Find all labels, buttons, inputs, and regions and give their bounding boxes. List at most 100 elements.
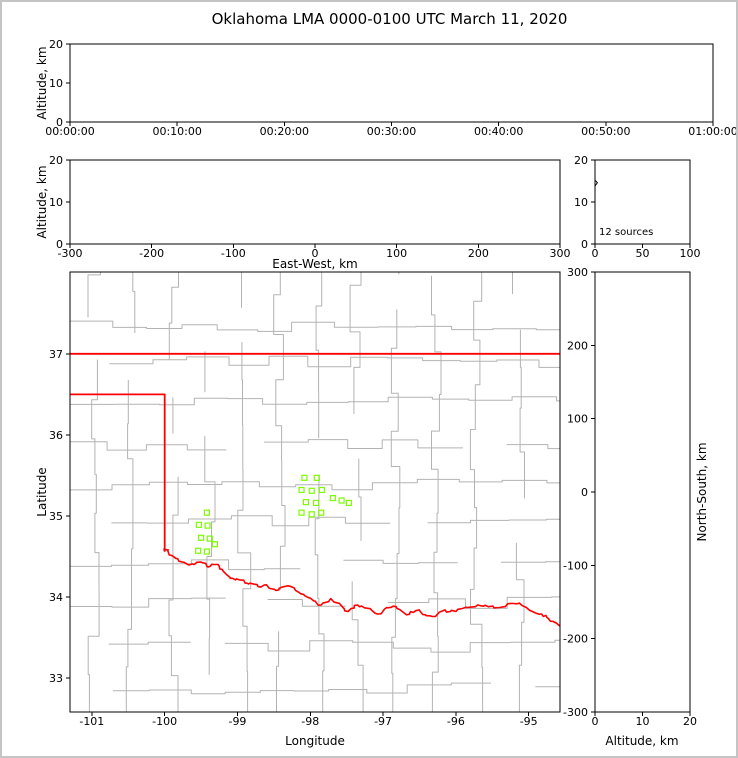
- x-tick-label: 00:10:00: [152, 125, 201, 138]
- county-boundary-line: [515, 542, 525, 712]
- y-tick-label: 35: [49, 510, 63, 523]
- x-tick-label: -98: [301, 715, 319, 728]
- panel-frame: [69, 43, 714, 123]
- lma-marker: [313, 474, 320, 481]
- county-boundary-line: [108, 641, 191, 645]
- lma-marker: [338, 497, 345, 504]
- county-boundary-line: [112, 682, 491, 695]
- x-tick-label: 0: [312, 247, 319, 260]
- county-boundary-line: [315, 272, 323, 439]
- county-boundary-line: [224, 639, 560, 653]
- lma-marker: [329, 494, 336, 502]
- county-boundary-line: [109, 355, 560, 368]
- x-tick-label: 50: [636, 247, 650, 260]
- y-tick-label: 10: [49, 77, 63, 90]
- county-boundary-line: [70, 597, 226, 608]
- x-tick-label: 0: [592, 247, 599, 260]
- lma-marker: [318, 509, 325, 516]
- county-boundary-line: [351, 581, 364, 712]
- y-tick-label: 37: [49, 348, 63, 361]
- county-boundary-line: [349, 272, 362, 414]
- lma-marker: [203, 509, 210, 516]
- ns-panel-ylabel: North-South, km: [695, 442, 709, 542]
- county-boundary-line: [132, 272, 136, 333]
- y-tick-label: 10: [574, 196, 588, 209]
- x-tick-label: 00:20:00: [260, 125, 309, 138]
- ns-panel-xlabel: Altitude, km: [605, 734, 679, 748]
- lma-marker: [206, 535, 213, 542]
- lma-marker: [301, 474, 308, 481]
- state-border-river-line: [163, 548, 560, 627]
- x-tick-label: 00:40:00: [474, 125, 523, 138]
- county-boundary-line: [519, 329, 525, 499]
- x-tick-label: -101: [79, 715, 104, 728]
- panel-frame: [594, 271, 691, 713]
- x-tick-label: -96: [447, 715, 465, 728]
- county-boundary-line: [314, 474, 325, 712]
- y-tick-label: -200: [563, 633, 588, 646]
- x-tick-label: 20: [683, 715, 697, 728]
- x-tick-label: -200: [139, 247, 164, 260]
- lma-marker: [318, 486, 326, 494]
- county-boundary-line: [427, 518, 560, 524]
- x-tick-label: 100: [386, 247, 407, 260]
- x-tick-label: 100: [680, 247, 701, 260]
- lma-marker: [298, 509, 305, 516]
- y-tick-label: 100: [567, 413, 588, 426]
- map-panel-xlabel: Longitude: [285, 734, 345, 748]
- county-boundary-line: [168, 476, 179, 712]
- y-tick-label: 300: [567, 266, 588, 279]
- y-tick-label: -100: [563, 559, 588, 572]
- x-tick-label: 00:00:00: [45, 125, 94, 138]
- y-tick-label: 200: [567, 339, 588, 352]
- y-tick-label: 0: [56, 116, 63, 129]
- lma-marker: [204, 522, 211, 529]
- x-tick-label: -100: [152, 715, 177, 728]
- county-boundary-line: [70, 320, 560, 332]
- x-tick-label: -99: [228, 715, 246, 728]
- county-boundary-line: [70, 478, 560, 491]
- lma-marker: [308, 487, 315, 494]
- county-boundary-line: [506, 444, 560, 450]
- county-boundary-line: [168, 272, 179, 360]
- x-tick-label: 00:30:00: [367, 125, 416, 138]
- county-boundary-line: [343, 559, 458, 564]
- county-boundary-line: [87, 272, 101, 318]
- lma-marker: [298, 486, 305, 494]
- y-tick-label: 34: [49, 591, 63, 604]
- ew-panel-xlabel: East-West, km: [272, 257, 358, 271]
- lma-marker: [197, 534, 205, 541]
- lma-marker: [203, 548, 210, 555]
- x-tick-label: 200: [468, 247, 489, 260]
- county-boundary-line: [469, 272, 484, 712]
- x-tick-label: 01:00:00: [688, 125, 737, 138]
- county-boundary-line: [387, 596, 560, 609]
- county-boundary-line: [267, 599, 346, 607]
- x-tick-label: 0: [592, 715, 599, 728]
- county-boundary-line: [390, 309, 401, 712]
- lma-marker: [302, 499, 309, 506]
- y-tick-label: 20: [49, 154, 63, 167]
- county-boundary-line: [264, 439, 463, 449]
- y-tick-label: 0: [56, 238, 63, 251]
- lma-marker: [195, 547, 202, 554]
- x-tick-label: -300: [58, 247, 83, 260]
- lma-marker: [312, 499, 320, 507]
- figure-title: Oklahoma LMA 0000-0100 UTC March 11, 202…: [211, 10, 568, 28]
- county-boundary-line: [70, 441, 227, 451]
- panel-frame: [69, 271, 561, 713]
- y-tick-label: 0: [581, 486, 588, 499]
- county-boundary-line: [276, 631, 280, 712]
- map-panel-ylabel: Latitude: [35, 467, 49, 517]
- map-layers: [70, 272, 560, 712]
- x-tick-label: 300: [550, 247, 571, 260]
- county-boundary-line: [204, 436, 216, 675]
- county-boundary-line: [273, 272, 286, 590]
- panel-frame: [69, 159, 561, 245]
- source-count-annotation: 12 sources: [599, 227, 654, 238]
- county-boundary-line: [70, 559, 301, 571]
- county-boundary-line: [358, 458, 362, 541]
- x-tick-label: -100: [221, 247, 246, 260]
- x-tick-label: -97: [374, 715, 392, 728]
- county-boundary-line: [111, 515, 391, 527]
